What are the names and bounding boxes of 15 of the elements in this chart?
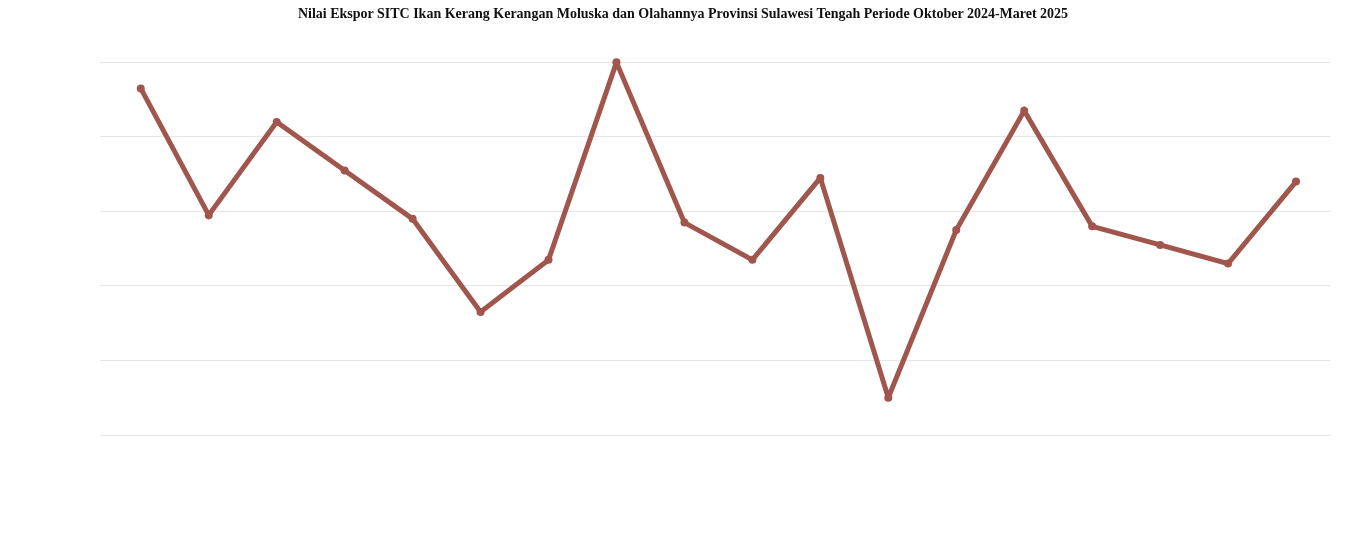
point bbox=[272, 117, 281, 126]
point bbox=[748, 255, 757, 264]
point bbox=[680, 218, 689, 227]
point bbox=[816, 173, 825, 182]
chart-title: Nilai Ekspor SITC Ikan Kerang Kerangan Moluska dan Olahannya Provinsi Sulawesi Tengah Periode Oktober 2024-Maret 2025 bbox=[297, 6, 1069, 22]
point bbox=[952, 226, 961, 235]
point bbox=[408, 214, 417, 223]
point bbox=[136, 84, 145, 93]
point bbox=[340, 166, 349, 175]
point bbox=[476, 308, 485, 317]
point bbox=[1292, 177, 1301, 186]
point bbox=[544, 255, 553, 264]
point bbox=[1156, 240, 1165, 249]
point bbox=[1088, 222, 1097, 231]
point bbox=[1224, 259, 1233, 268]
